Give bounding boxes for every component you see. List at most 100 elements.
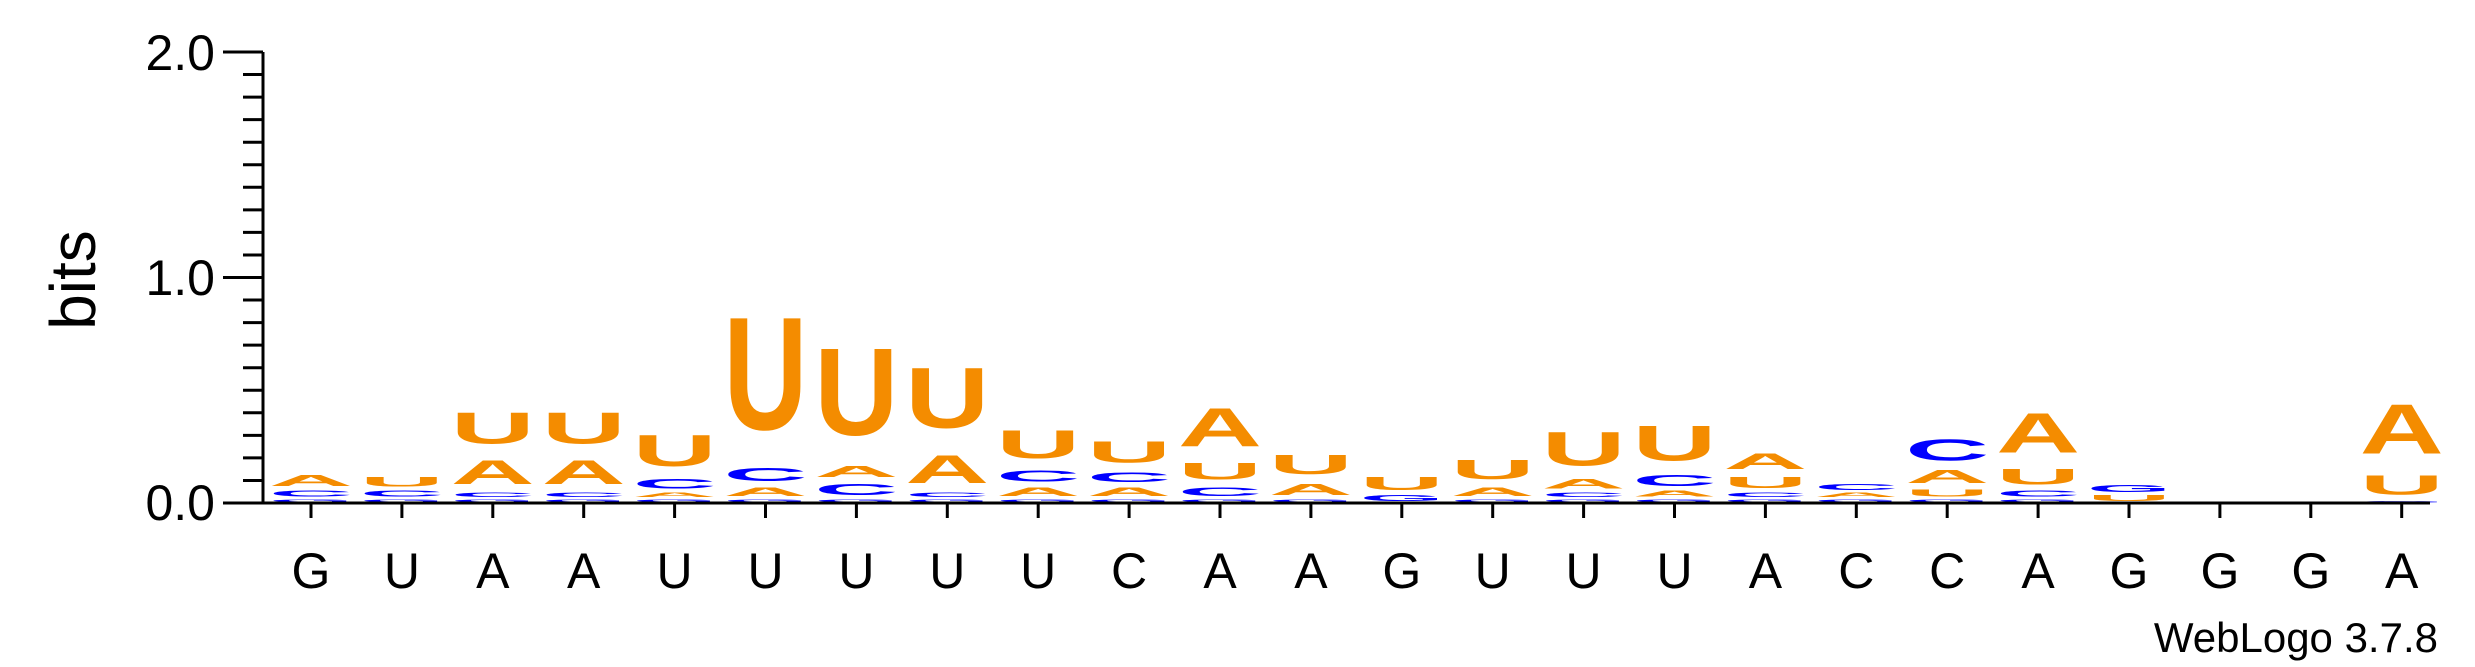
logo-letter-c: C bbox=[360, 489, 444, 498]
logo-letter-u: U bbox=[1633, 415, 1717, 471]
logo-letter-g: G bbox=[1360, 494, 1444, 503]
logo-letter-c: C bbox=[269, 489, 353, 498]
logo-letter-g: G bbox=[633, 499, 717, 503]
logo-letter-c: C bbox=[1814, 483, 1898, 492]
logo-letter-g: G bbox=[1269, 499, 1353, 503]
logo-letter-u: U bbox=[1087, 436, 1171, 470]
logo-letter-g: G bbox=[1723, 499, 1807, 503]
logo-letter-u: U bbox=[814, 322, 898, 462]
x-tick-label: A bbox=[1749, 543, 1783, 599]
logo-letter-g: G bbox=[905, 499, 989, 503]
logo-letter-u: U bbox=[1905, 487, 1989, 498]
logo-letter-u: U bbox=[1269, 449, 1353, 481]
y-minor-ticks bbox=[243, 73, 263, 482]
logo-letter-a: A bbox=[1178, 397, 1262, 457]
logo-letter-c: C bbox=[1633, 471, 1717, 489]
logo-letter-g: G bbox=[2087, 483, 2171, 494]
logo-letter-c: C bbox=[1905, 433, 1989, 467]
logo-letter-g: G bbox=[1905, 499, 1989, 503]
logo-letter-u: U bbox=[451, 403, 535, 453]
logo-letter-u: U bbox=[2087, 494, 2171, 503]
logo-letter-a: A bbox=[1542, 476, 1626, 492]
logo-letter-a: A bbox=[451, 453, 535, 491]
x-tick-label: C bbox=[1111, 543, 1147, 599]
logo-letter-a: A bbox=[633, 492, 717, 499]
logo-letter-u: U bbox=[724, 284, 808, 464]
x-tick-label: U bbox=[384, 543, 420, 599]
logo-letter-c: C bbox=[1178, 485, 1262, 499]
logo-letter-c: C bbox=[905, 492, 989, 499]
logo-letter-c: C bbox=[542, 492, 626, 499]
x-tick-label: A bbox=[476, 543, 510, 599]
logo-letter-a: A bbox=[1905, 467, 1989, 487]
x-tick-label: A bbox=[2021, 543, 2055, 599]
logo-letter-a: A bbox=[1633, 489, 1717, 498]
logo-letter-c: C bbox=[724, 465, 808, 485]
x-tick-label: G bbox=[292, 543, 331, 599]
logo-letter-u: U bbox=[1451, 453, 1535, 485]
logo-letter-c: C bbox=[1542, 492, 1626, 499]
logo-letter-a: A bbox=[2360, 391, 2444, 469]
x-tick-label: U bbox=[747, 543, 783, 599]
logo-letter-u: U bbox=[1723, 474, 1807, 492]
y-tick-label-2: 2.0 bbox=[145, 25, 215, 81]
logo-letter-a: A bbox=[1269, 480, 1353, 498]
weblogo-credit: WebLogo 3.7.8 bbox=[2154, 614, 2438, 661]
x-tick-label: U bbox=[929, 543, 965, 599]
logo-letter-g: G bbox=[542, 499, 626, 503]
logo-letter-a: A bbox=[905, 447, 989, 492]
logo-letter-a: A bbox=[269, 471, 353, 489]
logo-letter-c: C bbox=[1996, 489, 2080, 498]
x-tick-label: C bbox=[1838, 543, 1874, 599]
logo-letter-u: U bbox=[633, 426, 717, 476]
logo-letter-u: U bbox=[1178, 458, 1262, 485]
logo-letter-g: G bbox=[996, 499, 1080, 503]
x-tick-label: U bbox=[657, 543, 693, 599]
logo-letter-g: G bbox=[269, 499, 353, 503]
logo-letter-c: C bbox=[1723, 492, 1807, 499]
plot-area: GCAGCUGCAUGCAUGACUGACUGCAUGCAUGACUGACUGC… bbox=[269, 284, 2444, 503]
logo-letter-u: U bbox=[1360, 474, 1444, 494]
logo-letter-u: U bbox=[996, 422, 1080, 467]
x-tick-label: G bbox=[2110, 543, 2149, 599]
logo-letter-a: A bbox=[1087, 485, 1171, 499]
logo-letter-g: G bbox=[814, 499, 898, 503]
x-tick-label: G bbox=[2200, 543, 2239, 599]
logo-letter-u: U bbox=[1996, 464, 2080, 489]
logo-letter-a: A bbox=[1814, 492, 1898, 499]
logo-letter-u: U bbox=[1542, 421, 1626, 475]
y-axis-label: bits bbox=[37, 230, 109, 330]
logo-letter-a: A bbox=[814, 462, 898, 480]
x-tick-label: U bbox=[1020, 543, 1056, 599]
logo-letter-a: A bbox=[1723, 449, 1807, 474]
x-tick-label: U bbox=[1566, 543, 1602, 599]
y-tick-label-1: 1.0 bbox=[145, 250, 215, 306]
logo-letter-a: A bbox=[724, 485, 808, 499]
logo-letter-g: G bbox=[1451, 499, 1535, 503]
logo-letter-g: G bbox=[451, 499, 535, 503]
logo-letter-c: C bbox=[451, 492, 535, 499]
x-tick-label: C bbox=[1929, 543, 1965, 599]
x-tick-label: U bbox=[1656, 543, 1692, 599]
x-tick-label: A bbox=[567, 543, 601, 599]
x-tick-label: U bbox=[1475, 543, 1511, 599]
logo-letter-g: G bbox=[724, 499, 808, 503]
logo-letter-g: G bbox=[1542, 499, 1626, 503]
logo-letter-c: C bbox=[814, 480, 898, 498]
x-tick-label: A bbox=[1203, 543, 1237, 599]
logo-letter-u: U bbox=[542, 403, 626, 453]
y-tick-label-0: 0.0 bbox=[145, 475, 215, 531]
logo-letter-a: A bbox=[996, 485, 1080, 499]
logo-letter-g: G bbox=[1633, 499, 1717, 503]
logo-letter-c: C bbox=[633, 476, 717, 492]
logo-letter-a: A bbox=[542, 453, 626, 491]
logo-letter-c: C bbox=[996, 467, 1080, 485]
x-tick-label: U bbox=[838, 543, 874, 599]
logo-letter-a: A bbox=[1451, 485, 1535, 499]
logo-letter-g: G bbox=[360, 499, 444, 503]
logo-letter-u: U bbox=[905, 349, 989, 446]
logo-letter-u: U bbox=[2360, 469, 2444, 501]
logo-letter-u: U bbox=[360, 474, 444, 490]
